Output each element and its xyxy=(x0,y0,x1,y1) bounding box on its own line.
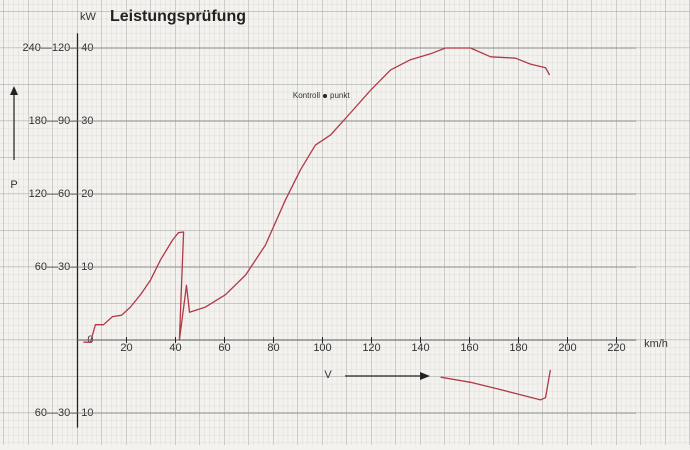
x-tick-label: 220 xyxy=(607,342,625,354)
series-label: P xyxy=(10,179,17,191)
x-tick-label: 120 xyxy=(362,342,380,354)
x-tick-label: 140 xyxy=(411,342,429,354)
y-tick-label: 240—120—40 xyxy=(23,42,94,54)
annotation: Kontroll xyxy=(293,91,320,100)
data-line xyxy=(440,369,552,401)
y-tick-label: 60—30—10 xyxy=(35,407,94,419)
y-axis-label: kW xyxy=(80,11,97,23)
x-axis-label: km/h xyxy=(644,338,668,350)
annotation-dot xyxy=(323,94,327,98)
v-arrow-head xyxy=(420,372,430,380)
series-label: V xyxy=(324,369,332,381)
x-tick-label: 180 xyxy=(509,342,527,354)
x-tick-label: 40 xyxy=(169,342,181,354)
x-tick-label: 100 xyxy=(313,342,331,354)
y-tick-label: 120—60—20 xyxy=(29,188,94,200)
y-tick-label: 180—90—30 xyxy=(29,115,94,127)
annotation: punkt xyxy=(330,91,350,100)
x-tick-label: 200 xyxy=(558,342,576,354)
p-arrow-head xyxy=(10,86,18,95)
x-tick-label: 160 xyxy=(460,342,478,354)
x-tick-label: 80 xyxy=(267,342,279,354)
x-tick-label: 20 xyxy=(120,342,132,354)
chart-title: Leistungsprüfung xyxy=(110,8,246,25)
x-tick-label: 60 xyxy=(218,342,230,354)
y-tick-label: 60—30—10 xyxy=(35,261,94,273)
data-line xyxy=(83,47,551,343)
